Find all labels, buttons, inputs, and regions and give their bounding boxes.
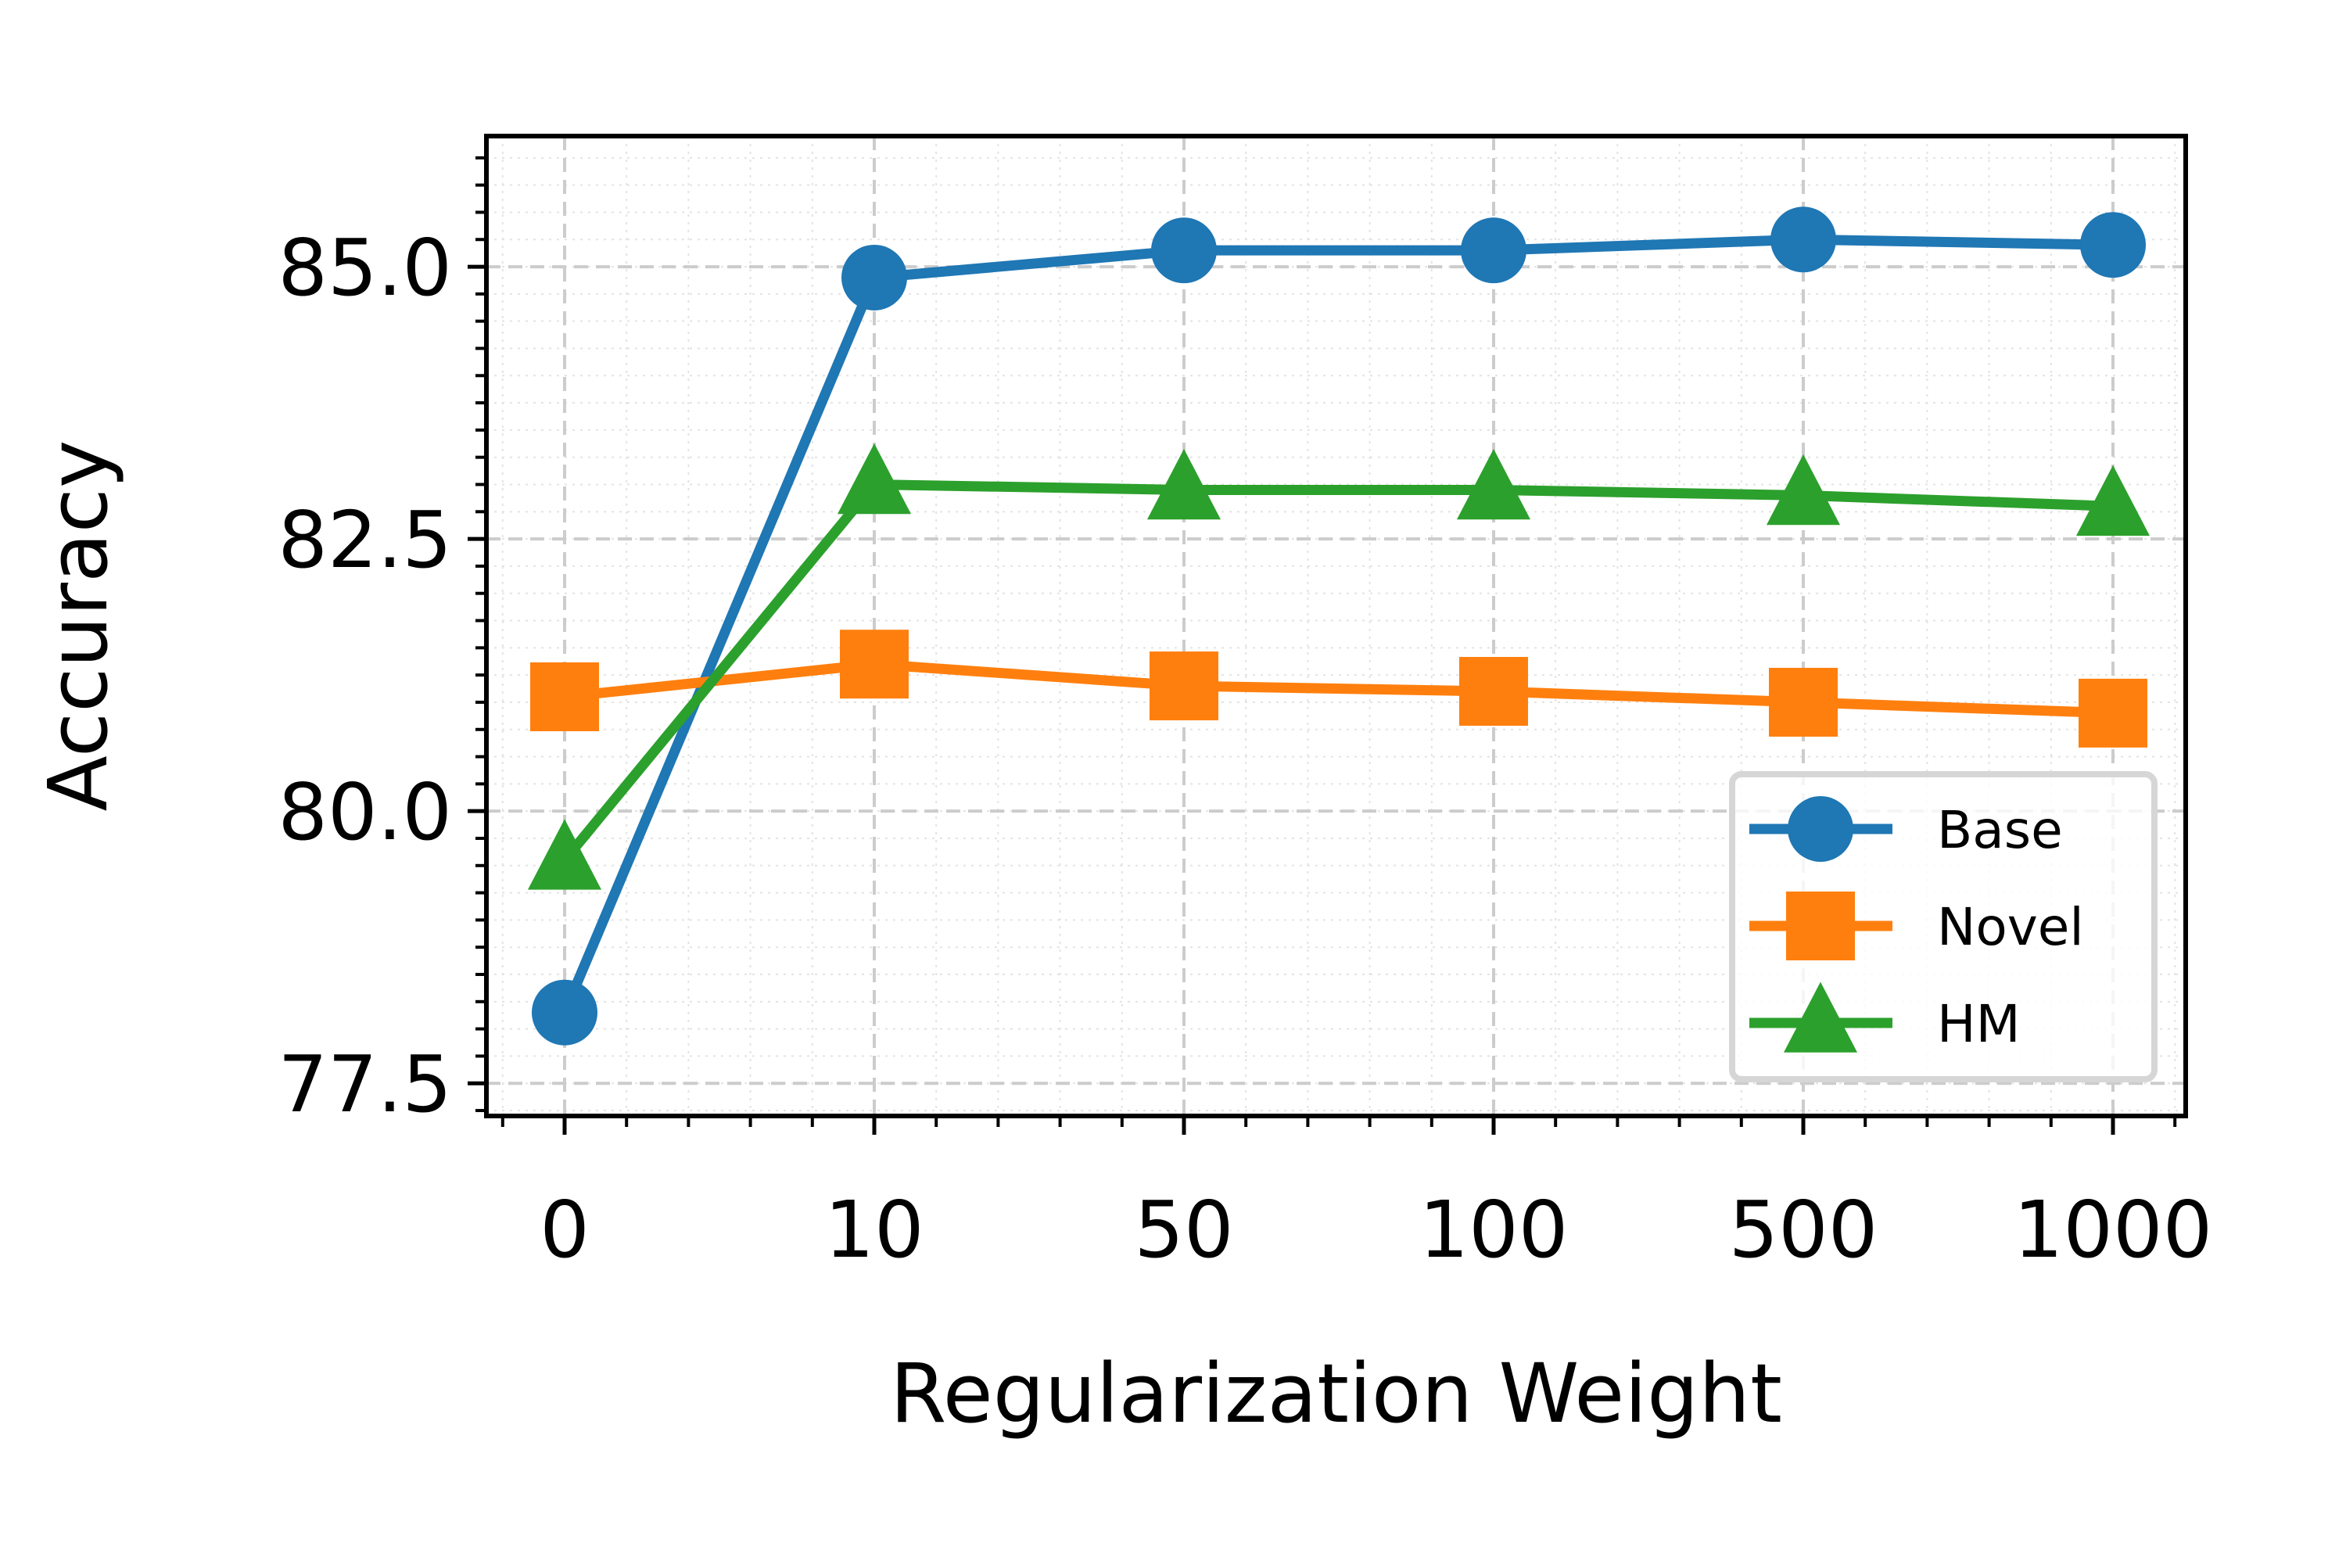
legend-marker-novel [1786, 892, 1855, 960]
y-tick-label: 77.5 [278, 1039, 452, 1130]
legend: Base Novel HM [1729, 771, 2158, 1082]
data-point-hm [1146, 448, 1221, 520]
y-tick-label: 80.0 [278, 766, 452, 858]
legend-label-base: Base [1937, 800, 2063, 860]
data-point-hm [2075, 465, 2150, 536]
series-base [532, 206, 2146, 1046]
data-point-base [841, 244, 907, 310]
legend-item-base: Base [1749, 796, 2063, 862]
data-point-novel [1150, 651, 1218, 721]
data-point-novel [530, 662, 599, 731]
legend-label-novel: Novel [1937, 897, 2084, 957]
x-tick-label: 100 [1419, 1184, 1569, 1276]
series-line-base [560, 234, 2114, 1015]
plot-frame [484, 134, 2188, 1118]
x-tick-label: 50 [1134, 1184, 1233, 1276]
series-novel [530, 630, 2147, 748]
data-point-novel [840, 630, 909, 699]
data-point-hm [837, 443, 912, 515]
legend-item-novel: Novel [1749, 892, 2084, 960]
data-point-novel [2079, 678, 2147, 748]
x-tick-label: 0 [540, 1184, 590, 1276]
y-tick-label: 82.5 [278, 494, 452, 586]
y-axis: 77.5 80.0 82.5 85.0 [278, 156, 486, 1130]
y-axis-label: Accuracy [30, 440, 126, 812]
x-tick-label: 500 [1729, 1184, 1878, 1276]
series-line-novel [564, 658, 2114, 719]
data-point-base [1461, 217, 1526, 284]
series-line-hm [560, 479, 2114, 863]
y-tick-label: 85.0 [278, 222, 452, 314]
data-point-base [1770, 206, 1836, 273]
x-tick-label: 10 [824, 1184, 924, 1276]
data-point-base [2080, 212, 2146, 278]
x-tick-label: 1000 [2014, 1184, 2213, 1276]
series-layer [527, 206, 2150, 1046]
x-axis-label: Regularization Weight [890, 1346, 1782, 1441]
data-point-base [532, 979, 597, 1046]
data-point-novel [1459, 657, 1528, 727]
series-hm [527, 443, 2150, 890]
data-point-hm [1766, 454, 1841, 526]
data-point-hm [527, 819, 602, 890]
legend-marker-hm [1783, 981, 1858, 1053]
x-axis: 0 10 50 100 500 1000 [500, 1116, 2213, 1276]
data-point-base [1151, 217, 1217, 284]
data-point-hm [1456, 448, 1531, 520]
legend-marker-base [1788, 796, 1853, 862]
data-point-novel [1769, 667, 1838, 737]
legend-item-hm: HM [1749, 981, 2021, 1054]
legend-label-hm: HM [1937, 994, 2021, 1054]
